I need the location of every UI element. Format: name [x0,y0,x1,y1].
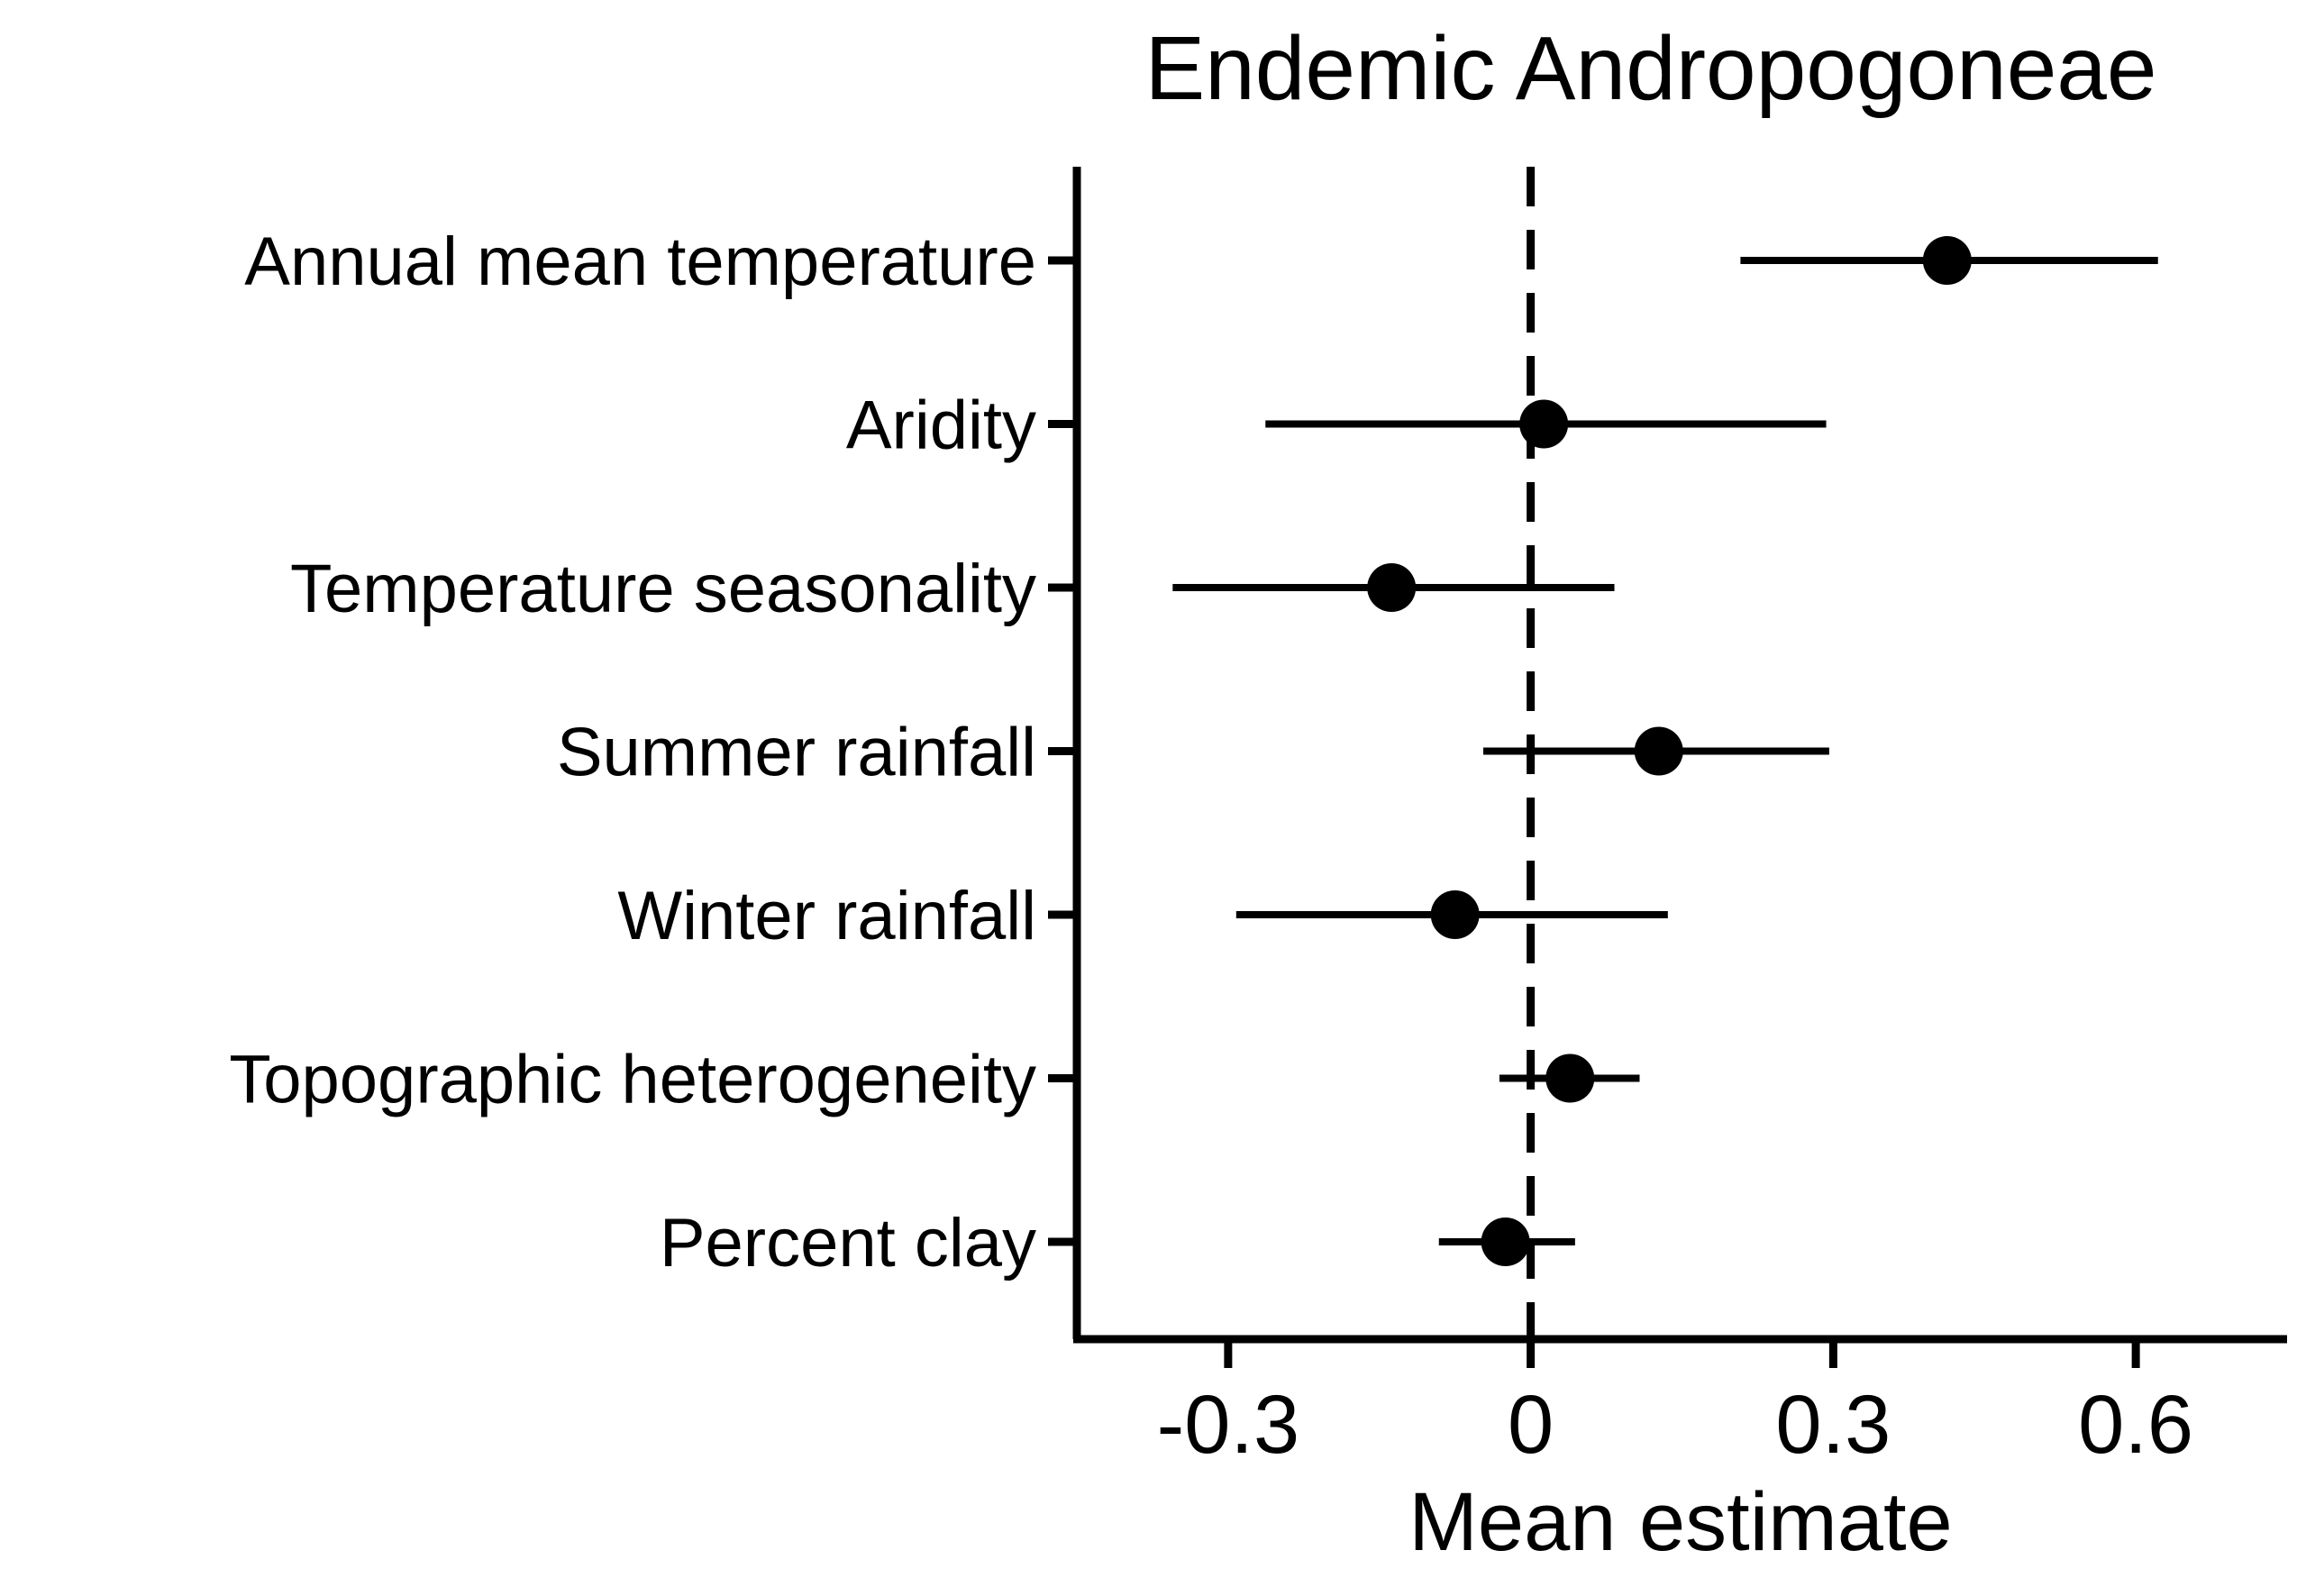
estimate-point [1430,890,1480,939]
y-tick-label: Annual mean temperature [244,223,1036,300]
estimate-point [1545,1053,1595,1103]
y-ticks [1048,256,1077,1246]
x-tick-label: 0.3 [1775,1379,1891,1471]
estimate-point [1519,399,1569,449]
x-ticks [1224,1339,2140,1368]
estimate-point [1634,726,1683,776]
estimate-point [1481,1218,1530,1266]
x-tick-labels: -0.3 0 0.3 0.6 [1157,1379,2193,1471]
y-tick-label: Summer rainfall [557,715,1036,791]
estimate-points [1367,236,1972,1266]
y-tick-label: Percent clay [660,1205,1036,1281]
x-tick-label: 0 [1508,1379,1554,1471]
y-tick-labels: Annual mean temperature Aridity Temperatur… [229,223,1036,1281]
x-axis-title: Mean estimate [1408,1476,1952,1568]
estimate-point [1367,563,1417,612]
y-tick-label: Temperature seasonality [290,551,1036,627]
y-tick-label: Winter rainfall [617,878,1036,954]
y-tick-label: Topographic heterogeneity [229,1042,1036,1118]
estimate-point [1922,236,1972,285]
y-tick-label: Aridity [846,388,1036,464]
chart-title: Endemic Andropogoneae [1144,18,2156,119]
x-tick-label: 0.6 [2078,1379,2193,1471]
x-tick-label: -0.3 [1157,1379,1300,1471]
